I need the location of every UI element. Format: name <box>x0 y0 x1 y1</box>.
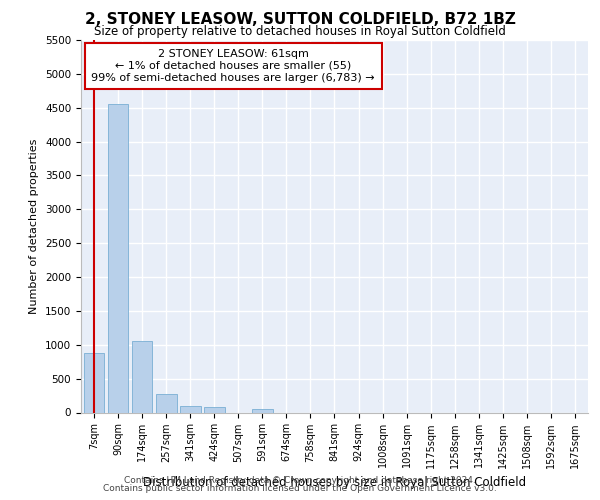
Bar <box>180 406 200 412</box>
X-axis label: Distribution of detached houses by size in Royal Sutton Coldfield: Distribution of detached houses by size … <box>143 476 526 489</box>
Y-axis label: Number of detached properties: Number of detached properties <box>29 138 40 314</box>
Bar <box>156 394 176 412</box>
Bar <box>84 353 104 412</box>
Text: 2, STONEY LEASOW, SUTTON COLDFIELD, B72 1BZ: 2, STONEY LEASOW, SUTTON COLDFIELD, B72 … <box>85 12 515 28</box>
Text: Size of property relative to detached houses in Royal Sutton Coldfield: Size of property relative to detached ho… <box>94 25 506 38</box>
Text: Contains public sector information licensed under the Open Government Licence v3: Contains public sector information licen… <box>103 484 497 493</box>
Text: 2 STONEY LEASOW: 61sqm
← 1% of detached houses are smaller (55)
99% of semi-deta: 2 STONEY LEASOW: 61sqm ← 1% of detached … <box>91 50 375 82</box>
Bar <box>204 406 224 412</box>
Bar <box>108 104 128 412</box>
Text: Contains HM Land Registry data © Crown copyright and database right 2024.: Contains HM Land Registry data © Crown c… <box>124 476 476 485</box>
Bar <box>252 409 272 412</box>
Bar <box>132 340 152 412</box>
